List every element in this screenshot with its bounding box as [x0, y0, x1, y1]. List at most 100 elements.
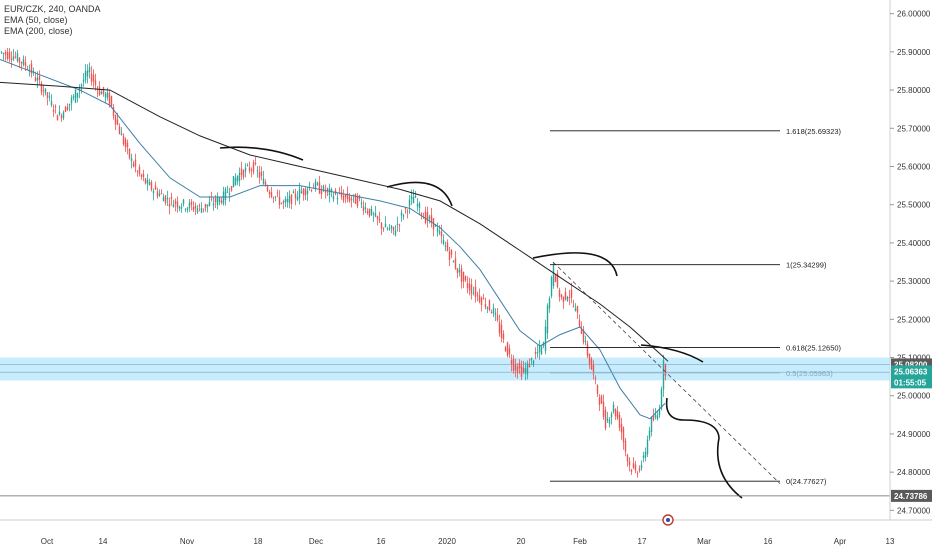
candle-body: [282, 201, 285, 203]
candle-body: [498, 322, 501, 334]
candle-body: [442, 240, 445, 244]
candle-body: [170, 197, 173, 199]
candle-body: [220, 200, 223, 203]
candle-body: [22, 58, 25, 65]
candle-body: [636, 473, 639, 474]
candle-body: [80, 84, 83, 87]
candle-body: [520, 366, 523, 377]
candle-body: [610, 413, 613, 418]
candle-body: [316, 183, 319, 185]
candle-body: [368, 208, 371, 217]
drawings-group: [0, 146, 890, 499]
candle-body: [450, 249, 453, 255]
candle-body: [46, 92, 49, 98]
candle-body: [612, 404, 615, 412]
candle-body: [310, 189, 313, 191]
candle-body: [52, 109, 55, 112]
candle-body: [404, 207, 407, 209]
candle-body: [88, 67, 91, 73]
candle-body: [66, 106, 69, 111]
y-tick-label: 25.80000: [897, 86, 931, 95]
candle-body: [142, 173, 145, 178]
candle-body: [200, 207, 203, 213]
candle-body: [82, 79, 85, 82]
candle-body: [638, 468, 641, 471]
candle-body: [650, 417, 653, 432]
candle-body: [328, 188, 331, 196]
candle-body: [322, 185, 325, 191]
candle-body: [582, 329, 585, 343]
price-badge-label: 25.06363: [894, 367, 928, 376]
candle-body: [574, 308, 577, 311]
x-tick-label: Apr: [834, 537, 847, 546]
candle-body: [248, 167, 251, 171]
candle-body: [108, 93, 111, 105]
candle-body: [272, 197, 275, 199]
candle-body: [294, 193, 297, 199]
candle-body: [490, 311, 493, 314]
candle-body: [652, 416, 655, 421]
drawn-arc: [386, 181, 453, 207]
candle-body: [152, 191, 155, 194]
candle-body: [456, 268, 459, 274]
candle-body: [180, 206, 183, 209]
candle-body: [662, 360, 665, 390]
candle-body: [172, 204, 175, 208]
candle-body: [452, 260, 455, 263]
candle-body: [494, 312, 497, 316]
candle-body: [578, 320, 581, 327]
x-tick-label: Oct: [41, 537, 54, 546]
x-tick-label: 16: [377, 537, 386, 546]
candle-body: [478, 295, 481, 302]
candle-body: [116, 119, 119, 125]
candle-body: [246, 165, 249, 166]
candle-body: [630, 469, 633, 472]
candle-body: [522, 367, 525, 373]
candle-body: [592, 365, 595, 375]
candle-body: [562, 296, 565, 303]
candle-body: [114, 114, 117, 125]
candle-body: [56, 115, 59, 121]
candle-body: [6, 51, 9, 59]
candle-body: [474, 286, 477, 297]
candle-body: [148, 182, 151, 186]
candle-body: [260, 171, 263, 176]
x-tick-label: Feb: [573, 537, 587, 546]
candle-body: [400, 212, 403, 216]
candle-body: [444, 245, 447, 247]
candle-body: [506, 342, 509, 356]
candle-body: [480, 297, 483, 306]
candle-body: [224, 188, 227, 201]
candle-body: [470, 284, 473, 294]
candle-body: [422, 217, 425, 219]
y-tick-label: 24.70000: [897, 506, 931, 515]
candle-body: [362, 206, 365, 212]
candle-body: [466, 283, 469, 288]
candle-body: [300, 191, 303, 194]
candle-body: [286, 198, 289, 203]
candle-body: [580, 328, 583, 334]
price-badge: [891, 365, 932, 378]
candle-body: [388, 228, 391, 230]
y-tick-label: 25.70000: [897, 124, 931, 133]
candle-body: [262, 178, 265, 184]
candle-body: [92, 74, 95, 82]
candle-body: [204, 204, 207, 208]
candle-body: [18, 58, 21, 63]
candle-body: [566, 296, 569, 301]
candle-body: [16, 53, 19, 61]
candle-body: [344, 194, 347, 198]
candle-body: [40, 83, 43, 93]
candle-body: [320, 189, 323, 195]
candle-body: [76, 92, 79, 98]
candle-body: [472, 292, 475, 294]
candle-body: [178, 206, 181, 209]
candle-body: [168, 203, 171, 207]
candle-body: [290, 194, 293, 205]
candle-body: [468, 283, 471, 291]
candle-body: [36, 77, 39, 81]
drawn-arc: [219, 146, 304, 161]
fib-level-label: 0.5(25.05963): [786, 369, 833, 378]
candle-body: [196, 208, 199, 213]
x-tick-label: 13: [886, 537, 895, 546]
